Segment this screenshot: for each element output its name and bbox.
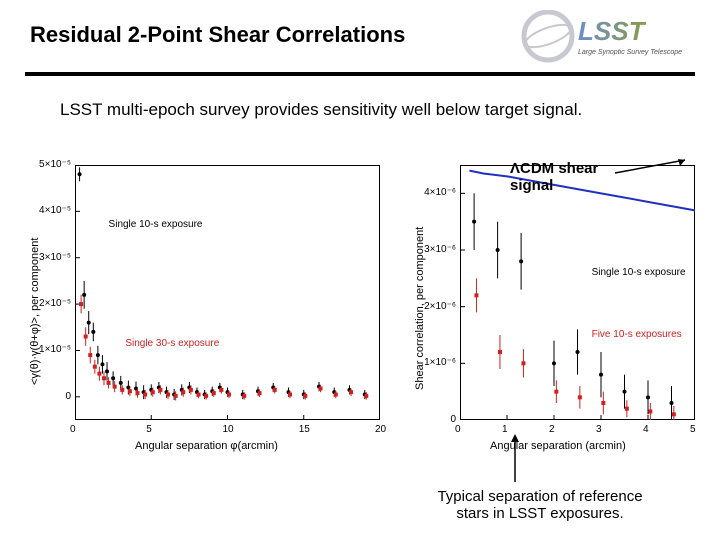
xtick-label: 20	[375, 424, 386, 435]
ytick-label: 0	[35, 391, 71, 402]
series-label: Single 10-s exposure	[109, 219, 203, 230]
xtick-label: 3	[596, 424, 602, 435]
ytick-label: 2×10⁻⁵	[35, 298, 71, 309]
ytick-label: 4×10⁻⁶	[420, 187, 456, 198]
ytick-label: 3×10⁻⁶	[420, 244, 456, 255]
ytick-label: 4×10⁻⁵	[35, 205, 71, 216]
lsst-logo-svg: LSST Large Synoptic Survey Telescope	[520, 10, 690, 65]
series-label: Five 10-s exposures	[592, 329, 682, 340]
xtick-label: 0	[455, 424, 461, 435]
lcdm-arrow	[610, 155, 710, 185]
xtick-label: 0	[70, 424, 76, 435]
separation-arrow	[505, 432, 525, 487]
title-divider	[25, 72, 695, 76]
series-label: Single 10-s exposure	[592, 267, 686, 278]
ytick-label: 3×10⁻⁵	[35, 252, 71, 263]
ytick-label: 1×10⁻⁶	[420, 357, 456, 368]
series-label: Single 30-s exposure	[125, 338, 219, 349]
xtick-label: 15	[299, 424, 310, 435]
xtick-label: 5	[690, 424, 696, 435]
logo-sub-text: Large Synoptic Survey Telescope	[578, 49, 682, 56]
bottom-caption: Typical separation of reference stars in…	[410, 488, 670, 522]
chart-left-plot	[75, 165, 380, 420]
logo-main-text: LSST	[578, 16, 647, 46]
xtick-label: 10	[223, 424, 234, 435]
chart-left-xlabel: Angular separation φ(arcmin)	[135, 440, 278, 452]
chart-right-plot	[460, 165, 695, 420]
subtitle: LSST multi-epoch survey provides sensiti…	[60, 100, 582, 120]
chart-right: Shear correlation, per component Angular…	[400, 155, 705, 460]
ytick-label: 0	[420, 414, 456, 425]
xtick-label: 5	[146, 424, 152, 435]
ytick-label: 1×10⁻⁵	[35, 344, 71, 355]
chart-left: <γ(θ)·γ(θ+φ)>, per component Angular sep…	[15, 155, 390, 460]
xtick-label: 4	[643, 424, 649, 435]
lsst-logo: LSST Large Synoptic Survey Telescope	[520, 10, 690, 65]
ytick-label: 2×10⁻⁶	[420, 301, 456, 312]
lcdm-callout: ΛCDM shear signal	[510, 160, 610, 194]
ytick-label: 5×10⁻⁵	[35, 159, 71, 170]
xtick-label: 2	[549, 424, 555, 435]
